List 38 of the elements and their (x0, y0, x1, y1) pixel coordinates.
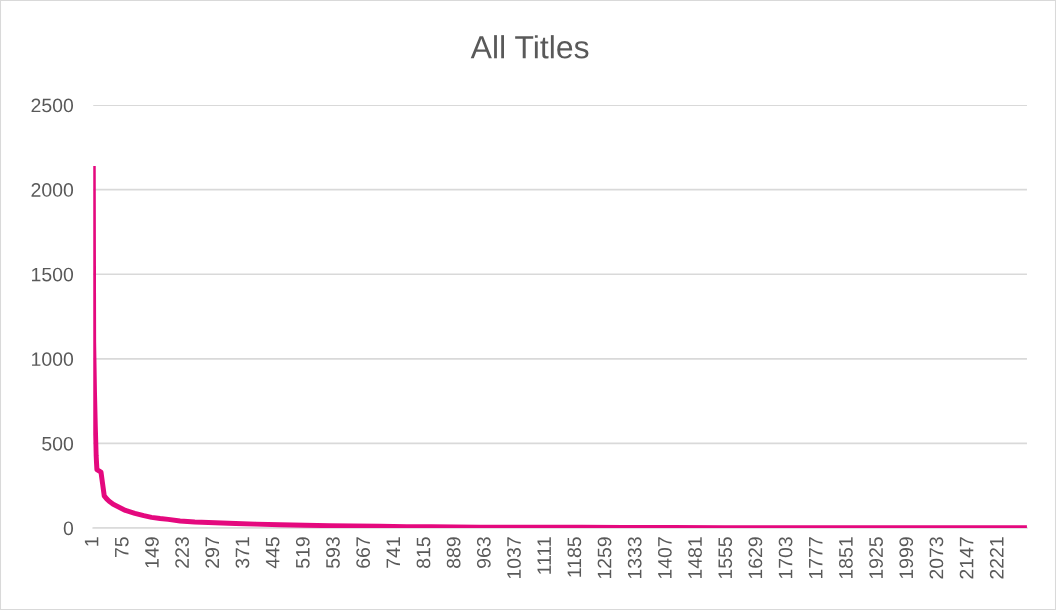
x-tick-label: 1851 (839, 537, 853, 579)
chart-title: All Titles (470, 35, 589, 59)
x-tick-label: 889 (446, 537, 461, 568)
x-tick-label: 1333 (627, 537, 642, 579)
x-tick-label: 75 (115, 537, 129, 557)
y-tick-label: 2000 (31, 183, 74, 197)
x-tick-label: 149 (145, 537, 159, 568)
x-tick-label: 2221 (989, 537, 1004, 579)
x-tick-label: 519 (295, 537, 310, 569)
y-tick-label: 2500 (31, 98, 74, 113)
x-tick-label: 1037 (507, 537, 521, 579)
x-tick-label: 445 (265, 537, 280, 569)
x-tick-label: 1 (84, 537, 99, 546)
x-tick-label: 1555 (718, 537, 733, 579)
x-tick-label: 1111 (537, 537, 551, 574)
x-tick-label: 1999 (899, 537, 914, 579)
x-tick-label: 2073 (929, 537, 944, 579)
x-tick-label: 815 (416, 537, 431, 568)
y-tick-label: 1500 (32, 267, 74, 282)
x-tick-label: 1407 (657, 537, 672, 579)
x-tick-label: 1259 (597, 537, 612, 579)
x-tick-label: 963 (476, 537, 491, 568)
x-tick-label: 371 (235, 537, 250, 569)
x-tick-label: 741 (386, 537, 400, 568)
x-tick-label: 1703 (778, 537, 793, 579)
y-tick-label: 500 (42, 436, 74, 451)
x-tick-label: 223 (175, 537, 189, 568)
x-tick-label: 1925 (869, 537, 883, 579)
x-tick-label: 1481 (688, 537, 702, 579)
x-tick-label: 667 (356, 537, 371, 568)
x-tick-label: 593 (326, 537, 340, 569)
x-tick-label: 1185 (567, 537, 582, 577)
y-tick-label: 1000 (32, 352, 74, 367)
x-tick-label: 297 (205, 537, 220, 568)
x-tick-label: 2147 (959, 537, 974, 579)
x-tick-label: 1777 (809, 537, 823, 579)
x-tick-label: 1629 (748, 537, 763, 579)
y-tick-label: 0 (63, 521, 74, 536)
